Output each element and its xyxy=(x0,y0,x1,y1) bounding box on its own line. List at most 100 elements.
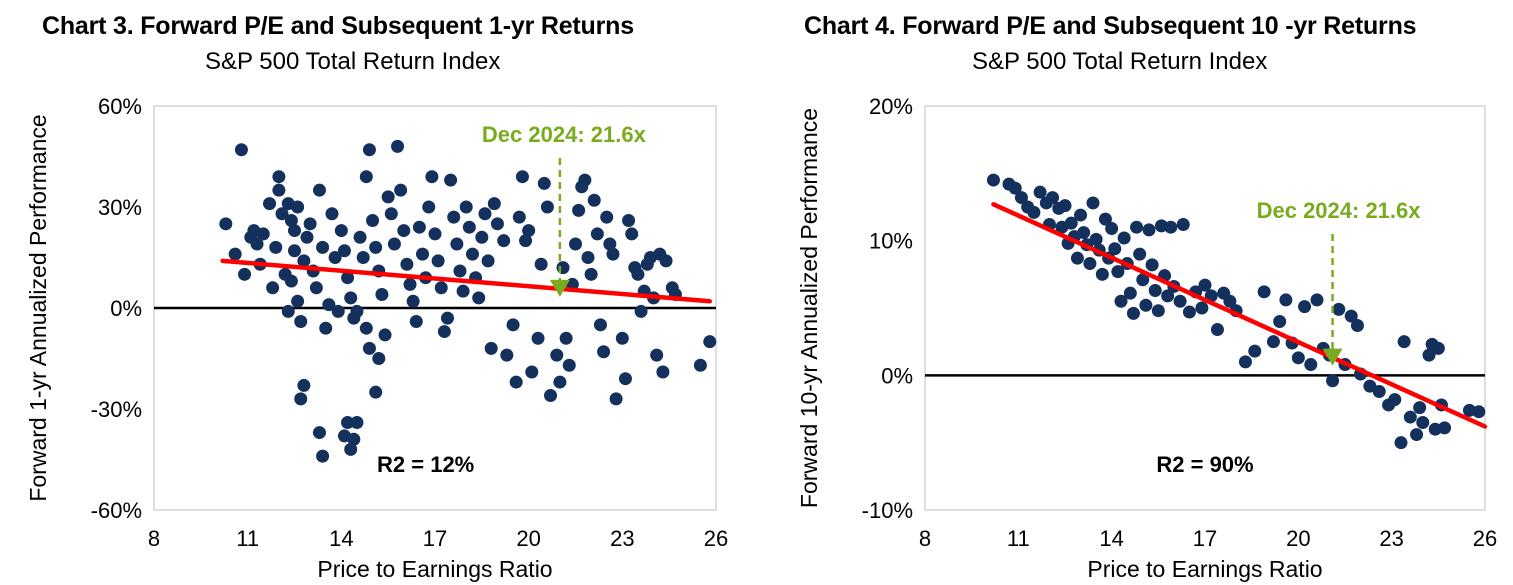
scatter-point xyxy=(1027,205,1041,219)
scatter-point xyxy=(422,200,436,214)
scatter-point xyxy=(291,200,305,214)
scatter-point xyxy=(341,415,355,429)
y-axis-label: Forward 1-yr Annualized Performance xyxy=(25,114,51,501)
y-tick-label: -30% xyxy=(91,397,142,422)
x-tick-label: 8 xyxy=(148,526,160,551)
scatter-point xyxy=(440,311,454,325)
scatter-point xyxy=(478,207,492,221)
scatter-point xyxy=(1077,226,1091,240)
scatter-point xyxy=(228,247,242,261)
scatter-point xyxy=(1074,208,1088,222)
scatter-point xyxy=(234,143,248,157)
scatter-point xyxy=(459,200,473,214)
scatter-point xyxy=(238,267,252,281)
scatter-point xyxy=(1472,405,1486,419)
scatter-point xyxy=(472,291,486,305)
scatter-point xyxy=(572,203,586,217)
scatter-point xyxy=(462,220,476,234)
scatter-point xyxy=(631,267,645,281)
scatter-point xyxy=(1014,191,1028,205)
r-squared-label: R2 = 12% xyxy=(377,452,474,477)
scatter-point xyxy=(609,392,623,406)
scatter-point xyxy=(650,348,664,362)
plot-frame xyxy=(924,105,1486,511)
scatter-point xyxy=(509,375,523,389)
scatter-point xyxy=(531,331,545,345)
scatter-point xyxy=(272,170,286,184)
scatter-point xyxy=(319,321,333,335)
scatter-point xyxy=(444,173,458,187)
scatter-point xyxy=(369,385,383,399)
scatter-point xyxy=(1388,393,1402,407)
scatter-point xyxy=(1195,301,1209,315)
scatter-point xyxy=(372,352,386,365)
chart-3-title: Chart 3. Forward P/E and Subsequent 1-yr… xyxy=(42,12,634,40)
scatter-point xyxy=(387,237,401,251)
scatter-point xyxy=(291,294,305,308)
x-tick-label: 23 xyxy=(1379,526,1403,551)
scatter-point xyxy=(1058,199,1072,213)
y-tick-label: 30% xyxy=(98,195,142,220)
scatter-point xyxy=(625,227,639,241)
scatter-point xyxy=(425,170,439,184)
scatter-point xyxy=(1210,323,1224,337)
scatter-point xyxy=(1344,309,1358,323)
scatter-point xyxy=(325,207,339,221)
scatter-point xyxy=(1173,294,1187,308)
scatter-point xyxy=(412,220,426,234)
scatter-point xyxy=(362,341,376,355)
scatter-point xyxy=(1266,335,1280,349)
scatter-point xyxy=(334,224,348,238)
scatter-point xyxy=(434,281,448,295)
scatter-point xyxy=(288,244,301,258)
trend-line xyxy=(220,258,713,304)
scatter-point xyxy=(593,318,607,332)
chart-4-subtitle: S&P 500 Total Return Index xyxy=(972,48,1268,75)
scatter-point xyxy=(281,304,295,318)
scatter-point xyxy=(263,197,277,211)
scatter-point xyxy=(1176,218,1190,232)
scatter-point xyxy=(600,210,614,224)
scatter-point xyxy=(1046,191,1060,205)
scatter-point xyxy=(294,314,308,328)
scatter-point xyxy=(553,375,567,389)
scatter-point xyxy=(1114,294,1128,308)
scatter-point xyxy=(1117,231,1131,245)
scatter-point xyxy=(359,170,373,184)
x-tick-label: 17 xyxy=(1193,526,1217,551)
scatter-point xyxy=(519,234,533,248)
scatter-point xyxy=(525,365,539,379)
y-tick-label: -60% xyxy=(91,498,142,523)
scatter-point xyxy=(475,230,489,244)
x-tick-label: 11 xyxy=(1007,526,1030,551)
scatter-point xyxy=(403,277,417,291)
scatter-point xyxy=(1161,289,1175,303)
scatter-point xyxy=(1123,286,1137,300)
scatter-point xyxy=(562,358,576,372)
chart-4-plot: 20% 10% 0% -10%8 11 14 17 20 23 26 Price to Earnin… xyxy=(796,94,1497,582)
scatter-point xyxy=(1416,415,1430,429)
scatter-point xyxy=(1151,304,1165,318)
y-tick-label: 20% xyxy=(869,94,913,119)
scatter-point xyxy=(284,274,298,288)
scatter-point xyxy=(986,173,1000,187)
scatter-point xyxy=(300,230,314,244)
scatter-point xyxy=(362,143,376,157)
scatter-point xyxy=(1304,358,1318,372)
scatter-point xyxy=(269,240,283,254)
scatter-point xyxy=(615,331,629,345)
scatter-point xyxy=(344,442,358,456)
scatter-point xyxy=(1089,232,1103,246)
scatter-point xyxy=(416,247,430,261)
scatter-point xyxy=(369,240,383,254)
scatter-point xyxy=(1298,300,1312,314)
chart-4-title: Chart 4. Forward P/E and Subsequent 10 -… xyxy=(804,12,1417,40)
scatter-point xyxy=(606,247,620,261)
scatter-point xyxy=(703,335,717,349)
scatter-point xyxy=(378,328,392,342)
y-tick-label: 0% xyxy=(110,296,142,321)
scatter-point xyxy=(1070,251,1084,265)
annotation-arrow-head xyxy=(1322,348,1343,366)
scatter-point xyxy=(581,251,595,264)
scatter-point xyxy=(1182,305,1196,319)
